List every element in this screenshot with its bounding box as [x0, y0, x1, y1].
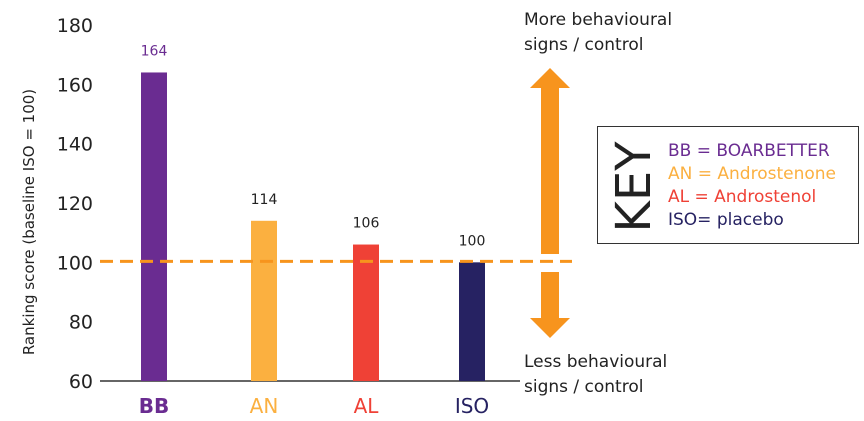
annotation-less: signs / control — [524, 377, 643, 397]
y-tick-label: 180 — [57, 15, 93, 37]
direction-arrow — [530, 68, 570, 338]
y-axis-label: Ranking score (baseline ISO = 100) — [20, 89, 38, 355]
x-tick-label-an: AN — [250, 394, 279, 418]
x-tick-label-bb: BB — [139, 394, 170, 418]
bar-an — [251, 220, 277, 381]
arrow-up-head — [530, 68, 570, 88]
arrow-down-head — [530, 318, 570, 338]
bar-al — [353, 244, 379, 381]
key-legend: KEY BB = BOARBETTER AN = Androstenone AL =… — [597, 126, 859, 244]
bar-bb — [141, 72, 167, 381]
x-tick-label-iso: ISO — [455, 394, 489, 418]
annotation-more: More behavioural — [524, 10, 672, 30]
key-entry: AN = Androstenone — [668, 164, 836, 184]
key-title-text: KEY — [606, 141, 662, 233]
y-tick-label: 100 — [57, 252, 93, 274]
key-entry: AL = Androstenol — [668, 187, 817, 207]
arrow-down-shaft — [541, 272, 559, 320]
key-entries: BB = BOARBETTER AN = Androstenone AL = And… — [668, 140, 836, 232]
y-tick-label: 60 — [69, 371, 93, 393]
data-label-iso: 100 — [459, 233, 486, 249]
arrow-up-shaft — [541, 86, 559, 254]
bar-iso — [459, 262, 485, 381]
key-entry: ISO= placebo — [668, 210, 784, 230]
data-label-an: 114 — [251, 192, 278, 208]
annotation-less: Less behavioural — [524, 352, 667, 372]
y-axis: 60 80 100 120 140 160 180 — [57, 15, 520, 393]
x-tick-label-al: AL — [354, 394, 380, 418]
y-tick-label: 120 — [57, 193, 93, 215]
y-tick-label: 160 — [57, 74, 93, 96]
bars: 164 BB 114 AN 106 AL 100 ISO — [139, 43, 489, 418]
y-tick-label: 140 — [57, 134, 93, 156]
annotations: More behavioural signs / control Less beha… — [524, 10, 672, 397]
key-entry: BB = BOARBETTER — [668, 141, 830, 161]
y-tick-label: 80 — [69, 312, 93, 334]
key-title: KEY — [606, 141, 662, 233]
annotation-more: signs / control — [524, 35, 643, 55]
data-label-al: 106 — [353, 216, 380, 232]
data-label-bb: 164 — [141, 43, 168, 59]
